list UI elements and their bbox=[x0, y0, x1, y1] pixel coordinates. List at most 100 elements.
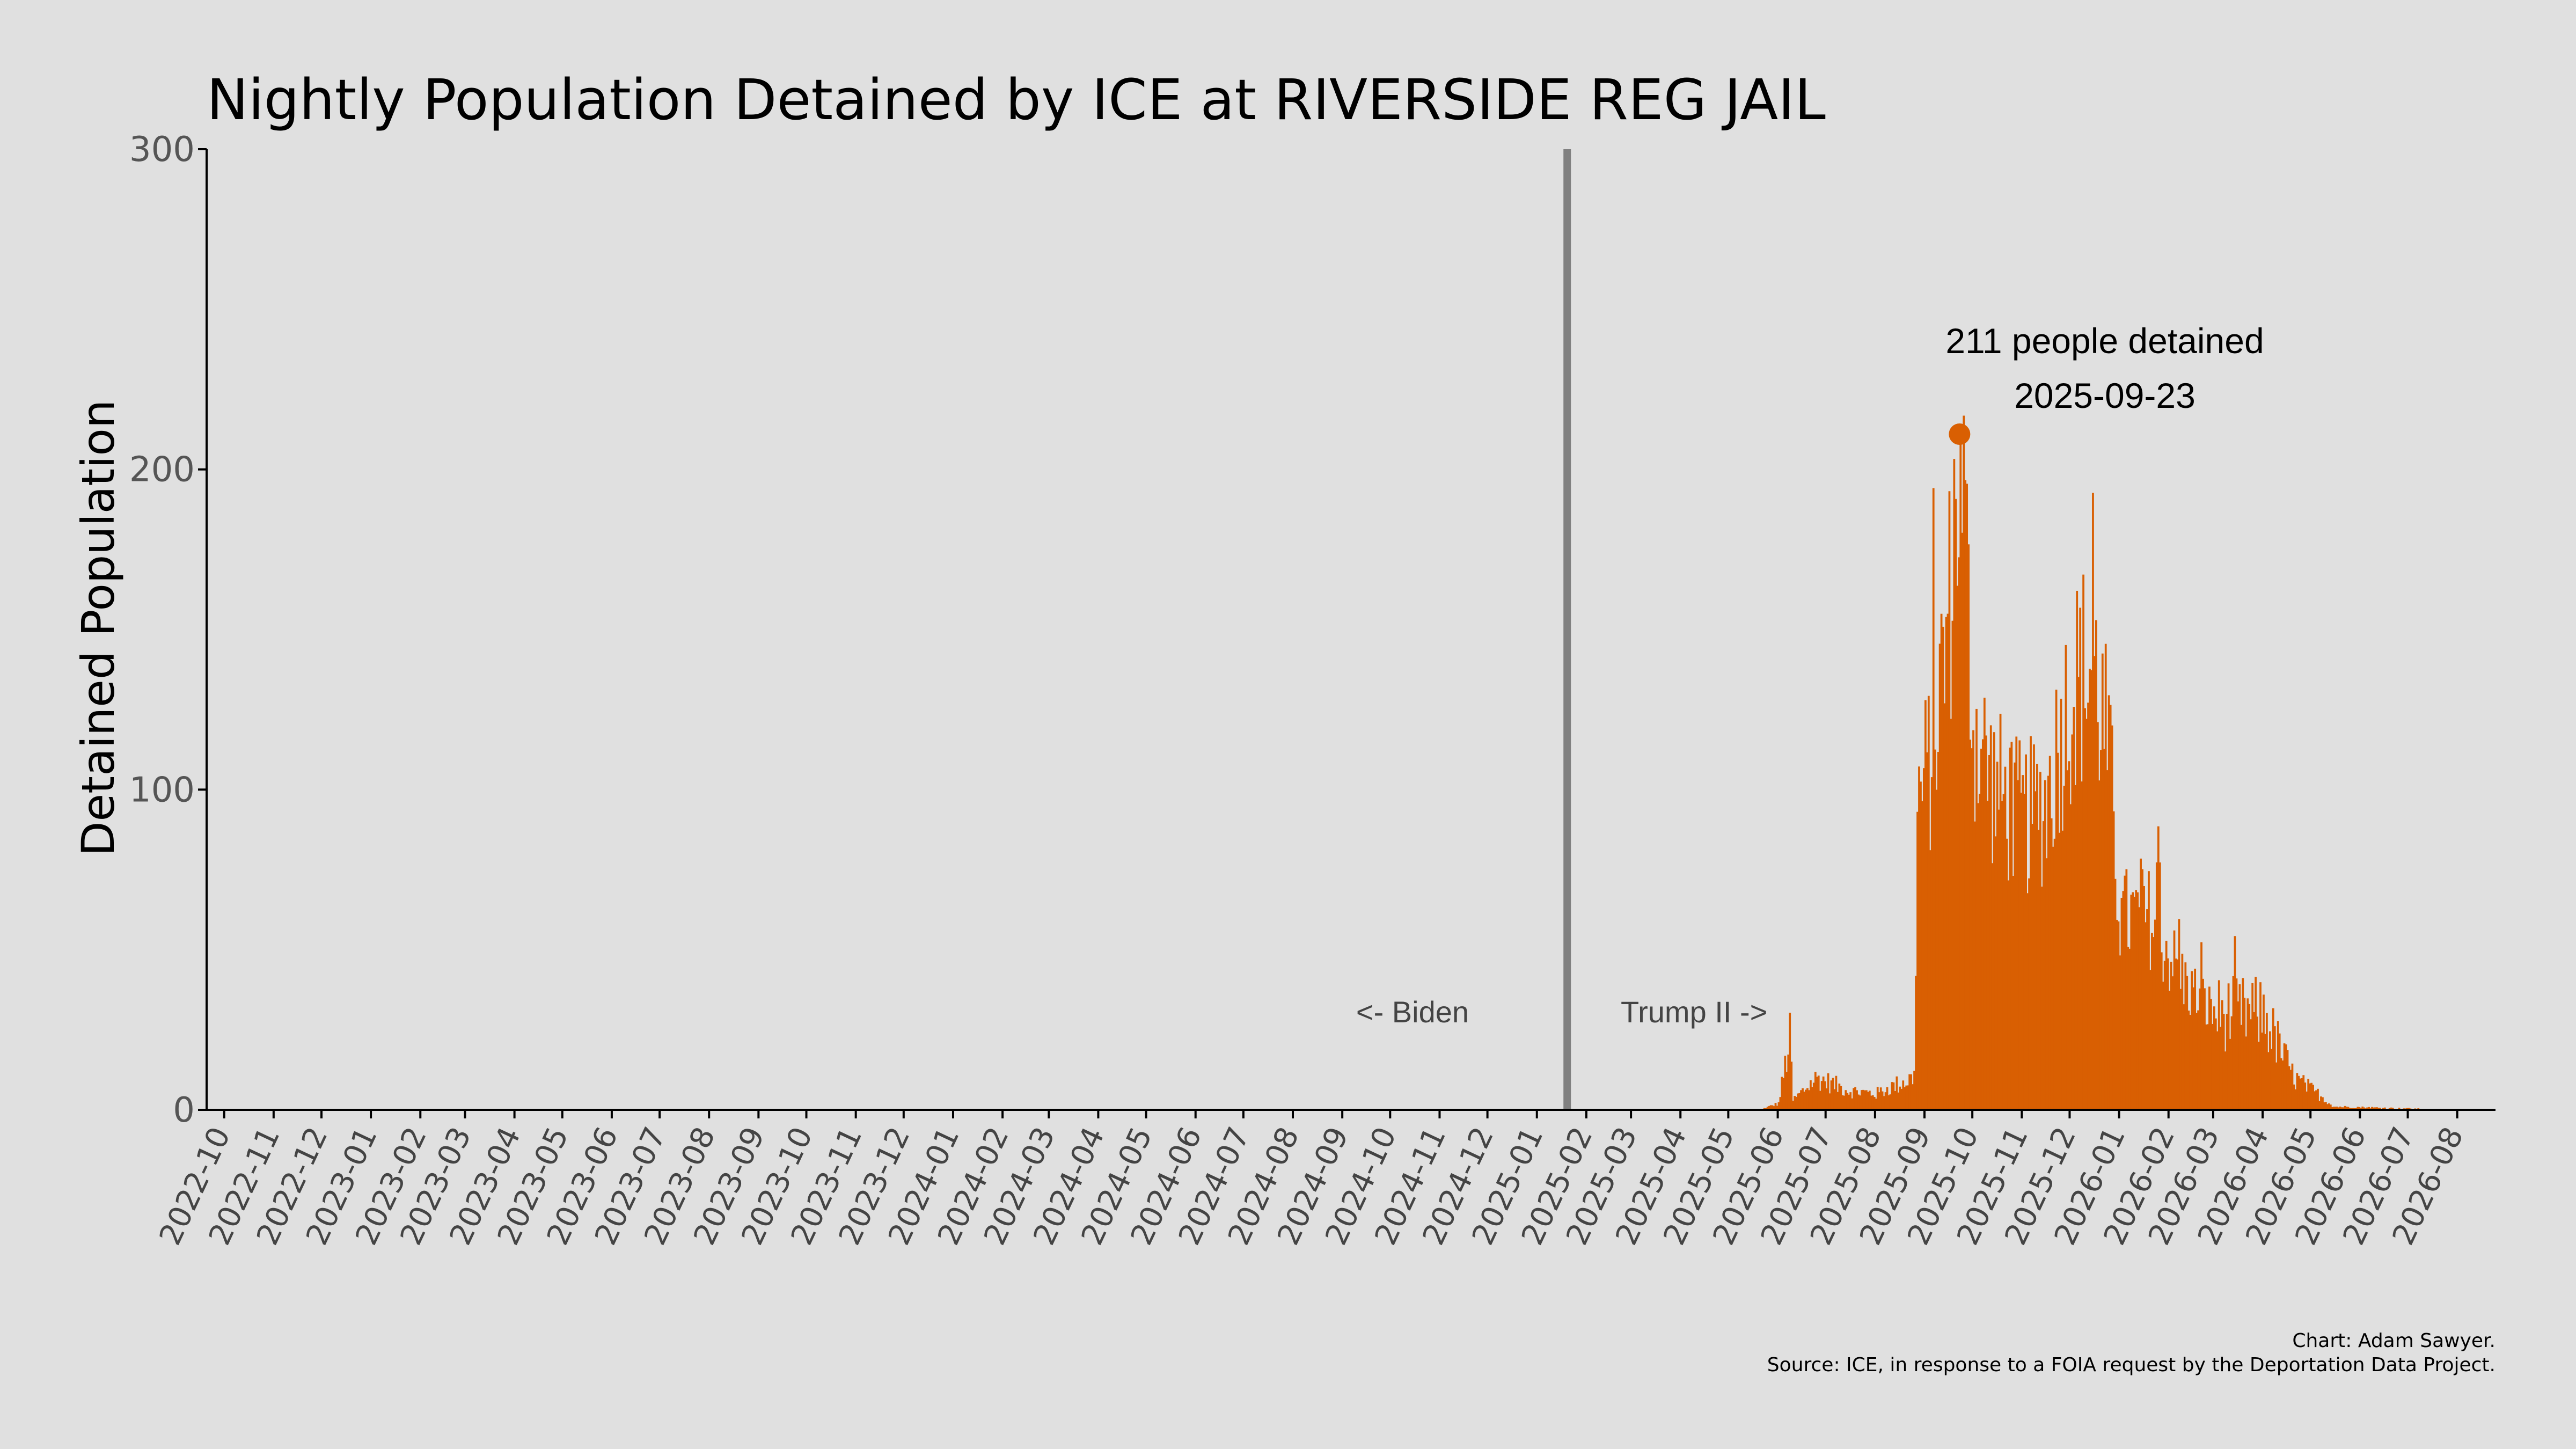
bar bbox=[2160, 952, 2163, 1110]
bar bbox=[1790, 1062, 1793, 1110]
bar bbox=[1896, 1076, 1898, 1110]
bar bbox=[2038, 830, 2040, 1110]
bar bbox=[1856, 1090, 1858, 1110]
bar bbox=[1802, 1088, 1804, 1110]
bar bbox=[1969, 740, 1971, 1110]
caption-credit: Chart: Adam Sawyer. bbox=[2292, 1330, 2496, 1352]
y-ticks: 0 100 200 300 bbox=[129, 130, 207, 1130]
bar bbox=[1908, 1074, 1911, 1110]
bar bbox=[2098, 780, 2101, 1110]
bar bbox=[2304, 1082, 2307, 1110]
bar bbox=[1974, 821, 1976, 1110]
bar bbox=[2117, 921, 2120, 1110]
bar bbox=[2167, 958, 2169, 1110]
bar bbox=[2221, 1000, 2223, 1110]
bar bbox=[1964, 480, 1967, 1110]
bar bbox=[2007, 880, 2010, 1110]
bar bbox=[1768, 1106, 1770, 1110]
bar bbox=[1865, 1090, 1868, 1110]
bar bbox=[1989, 725, 1992, 1110]
bar bbox=[2302, 1075, 2305, 1110]
bar bbox=[2229, 1038, 2231, 1110]
bar bbox=[2273, 1026, 2276, 1110]
bar bbox=[1883, 1096, 1885, 1110]
bar bbox=[1766, 1107, 1769, 1110]
bar bbox=[2069, 804, 2072, 1110]
bar bbox=[1836, 1092, 1839, 1110]
bar bbox=[2187, 1011, 2190, 1110]
bar bbox=[2010, 742, 2013, 1110]
bar bbox=[1979, 794, 1981, 1110]
bar bbox=[2270, 1049, 2273, 1110]
bar bbox=[2135, 890, 2138, 1110]
chart-title: Nightly Population Detained by ICE at RI… bbox=[207, 67, 1826, 133]
bar bbox=[1843, 1095, 1846, 1110]
bar bbox=[2015, 736, 2018, 1110]
bar bbox=[2040, 887, 2043, 1110]
bar bbox=[2104, 643, 2107, 1110]
bar bbox=[2170, 962, 2172, 1110]
bar bbox=[1881, 1091, 1884, 1110]
bar bbox=[1991, 863, 1994, 1110]
bar bbox=[2226, 1014, 2228, 1110]
bar bbox=[2004, 766, 2007, 1110]
bar bbox=[2107, 695, 2110, 1110]
bar bbox=[2065, 645, 2067, 1110]
bar bbox=[1838, 1084, 1841, 1110]
bar bbox=[2146, 909, 2148, 1110]
bar bbox=[1773, 1106, 1775, 1110]
bar bbox=[1916, 811, 1919, 1110]
bar bbox=[2281, 1060, 2284, 1110]
bar bbox=[1924, 700, 1927, 1110]
bar bbox=[2127, 947, 2129, 1110]
bar bbox=[2235, 978, 2238, 1110]
bar bbox=[1956, 586, 1959, 1110]
bar bbox=[1905, 1085, 1908, 1110]
bar bbox=[2179, 989, 2182, 1110]
bar bbox=[2283, 1043, 2286, 1110]
x-ticks: 2022-102022-112022-122023-012023-022023-… bbox=[153, 1110, 2470, 1250]
bar bbox=[1830, 1080, 1833, 1110]
bar bbox=[1825, 1088, 1828, 1110]
bar bbox=[2272, 1008, 2274, 1110]
bar bbox=[1803, 1092, 1805, 1110]
bar bbox=[2363, 1107, 2366, 1110]
bar bbox=[1963, 415, 1965, 1110]
bar bbox=[2219, 1027, 2222, 1110]
bar bbox=[1935, 789, 1938, 1110]
bar bbox=[2045, 858, 2048, 1110]
bar bbox=[2376, 1107, 2378, 1110]
bar bbox=[2334, 1107, 2337, 1110]
bar bbox=[1891, 1082, 1893, 1110]
bar bbox=[2204, 988, 2206, 1110]
bar bbox=[1819, 1091, 1821, 1110]
bar bbox=[2099, 750, 2102, 1110]
bar bbox=[2001, 801, 2003, 1110]
bar bbox=[2106, 770, 2109, 1110]
bar bbox=[1820, 1081, 1823, 1110]
bar bbox=[2263, 994, 2265, 1110]
bar bbox=[2296, 1073, 2299, 1110]
bar bbox=[1886, 1087, 1889, 1110]
bar bbox=[2128, 948, 2131, 1110]
bar bbox=[1934, 749, 1936, 1110]
bar bbox=[2205, 1024, 2207, 1110]
bar bbox=[1846, 1093, 1849, 1110]
bar bbox=[1920, 781, 1922, 1110]
bar bbox=[2324, 1102, 2327, 1110]
bar bbox=[1798, 1093, 1801, 1110]
bar bbox=[1943, 703, 1946, 1110]
bar bbox=[2314, 1091, 2316, 1110]
bar bbox=[2103, 749, 2105, 1110]
bar bbox=[2222, 1014, 2225, 1110]
bar bbox=[2293, 1084, 2295, 1110]
bar bbox=[1994, 836, 1997, 1110]
bar bbox=[2218, 980, 2220, 1110]
bar bbox=[1835, 1075, 1838, 1110]
bar bbox=[2299, 1078, 2302, 1110]
bar bbox=[2066, 770, 2069, 1110]
bar bbox=[2068, 761, 2070, 1110]
bar bbox=[2286, 1050, 2289, 1110]
bar bbox=[2280, 1058, 2282, 1110]
bar bbox=[1873, 1096, 1876, 1110]
